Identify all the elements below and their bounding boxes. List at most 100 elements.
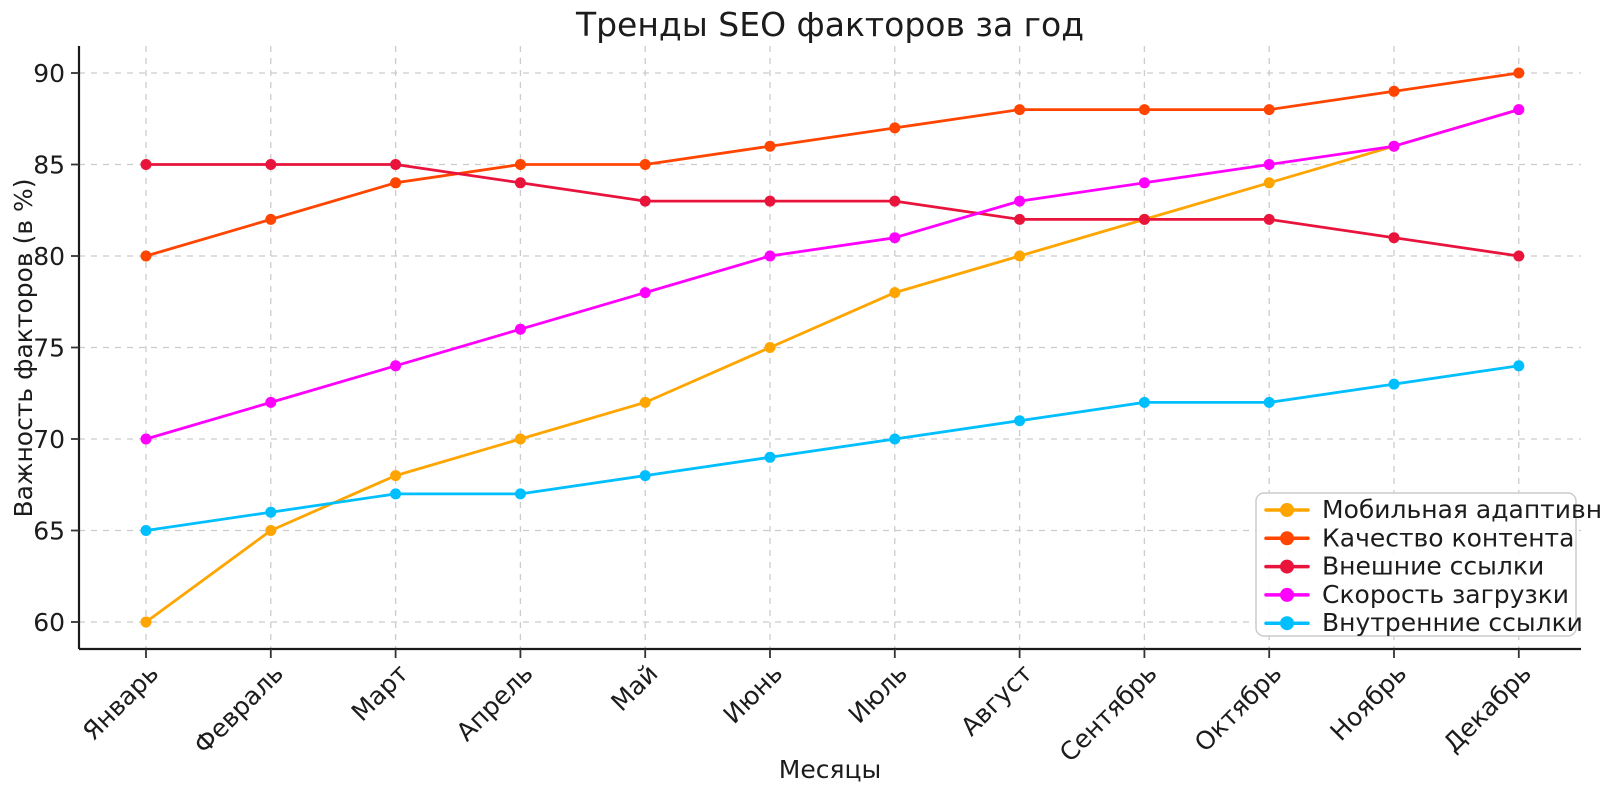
series-line — [144, 108, 1521, 624]
data-point — [140, 616, 152, 628]
legend-item: Внутренние ссылки — [1264, 608, 1583, 637]
data-point — [764, 342, 776, 353]
series — [140, 67, 1525, 628]
legend-item-label: Качество контента — [1322, 523, 1574, 552]
y-axis-label: Важность факторов (в %) — [9, 178, 38, 517]
data-point — [390, 470, 402, 482]
x-tick-label: Май — [605, 659, 663, 717]
legend-marker-dot — [1280, 559, 1294, 574]
data-point — [889, 232, 901, 244]
data-point — [1138, 396, 1150, 408]
legend: Мобильная адаптивностьКачество контентаВ… — [1255, 492, 1600, 637]
data-point — [1263, 104, 1275, 116]
legend-item-label: Внутренние ссылки — [1322, 608, 1583, 637]
data-point — [889, 195, 901, 207]
chart-title: Тренды SEO факторов за год — [575, 5, 1084, 44]
data-point — [140, 159, 152, 170]
series-line — [144, 71, 1521, 258]
series-line — [144, 163, 1521, 258]
data-point — [265, 506, 277, 518]
legend-item-label: Скорость загрузки — [1322, 580, 1569, 609]
data-point — [764, 250, 776, 262]
data-point — [265, 213, 277, 225]
data-point — [1388, 85, 1400, 97]
data-point — [1014, 250, 1026, 262]
data-point — [265, 396, 277, 408]
data-point — [265, 525, 277, 536]
data-point — [514, 177, 526, 189]
legend-item: Скорость загрузки — [1264, 580, 1569, 609]
legend-item: Качество контента — [1264, 523, 1574, 552]
data-point — [1138, 213, 1150, 225]
x-tick-label: Июнь — [718, 659, 789, 730]
legend-marker-dot — [1280, 503, 1294, 517]
series-внешние-ссылки — [140, 159, 1525, 262]
data-point — [390, 177, 402, 189]
y-tick-label: 70 — [33, 425, 65, 454]
data-point — [764, 195, 776, 207]
series-внутренние-ссылки — [140, 360, 1525, 536]
x-tick-label: Октябрь — [1189, 659, 1288, 758]
data-point — [1263, 159, 1275, 170]
data-point — [265, 159, 277, 170]
data-point — [514, 323, 526, 335]
x-tick-label: Август — [955, 659, 1038, 742]
data-point — [514, 433, 526, 445]
data-point — [514, 159, 526, 170]
data-point — [1014, 195, 1026, 207]
data-point — [1513, 250, 1525, 262]
data-point — [1263, 177, 1275, 189]
data-point — [140, 525, 152, 536]
series-скорость-загрузки — [140, 104, 1525, 445]
x-tick-label: Ноябрь — [1324, 659, 1412, 747]
y-tick-label: 80 — [33, 242, 65, 271]
y-tick-label: 75 — [33, 334, 65, 363]
data-point — [889, 122, 901, 134]
data-point — [1388, 140, 1400, 152]
y-tick-label: 90 — [33, 59, 65, 88]
data-point — [1014, 415, 1026, 427]
x-tick-label: Февраль — [188, 659, 289, 760]
data-point — [889, 287, 901, 299]
data-point — [390, 360, 402, 372]
legend-item-label: Мобильная адаптивность — [1322, 495, 1600, 524]
data-point — [639, 470, 651, 482]
x-tick-label: Март — [346, 659, 414, 727]
data-point — [1138, 177, 1150, 189]
data-point — [1263, 213, 1275, 225]
legend-item: Внешние ссылки — [1264, 552, 1544, 581]
series-качество-контента — [140, 67, 1525, 262]
data-point — [140, 433, 152, 445]
data-point — [764, 140, 776, 152]
data-point — [1388, 378, 1400, 390]
data-point — [639, 287, 651, 299]
data-point — [1513, 104, 1525, 116]
x-axis-label: Месяцы — [779, 755, 882, 784]
legend-marker-dot — [1280, 587, 1294, 602]
data-point — [1388, 232, 1400, 244]
data-point — [140, 250, 152, 262]
x-tick-label: Декабрь — [1438, 659, 1537, 758]
series-line — [144, 364, 1521, 532]
data-point — [390, 159, 402, 170]
data-point — [390, 488, 402, 500]
x-tick-label: Апрель — [451, 659, 539, 747]
x-tick-label: Сентябрь — [1054, 659, 1163, 768]
y-tick-label: 85 — [33, 151, 65, 180]
legend-marker-dot — [1280, 531, 1294, 546]
data-point — [1014, 104, 1026, 116]
data-point — [639, 396, 651, 408]
data-point — [1138, 104, 1150, 116]
data-point — [1513, 67, 1525, 79]
legend-frame — [1255, 492, 1577, 637]
series-line — [144, 108, 1521, 441]
legend-marker-dot — [1280, 616, 1294, 631]
data-point — [764, 451, 776, 463]
data-point — [514, 488, 526, 500]
data-point — [889, 433, 901, 445]
legend-item: Мобильная адаптивность — [1264, 495, 1600, 524]
data-point — [639, 195, 651, 207]
data-point — [1014, 213, 1026, 225]
